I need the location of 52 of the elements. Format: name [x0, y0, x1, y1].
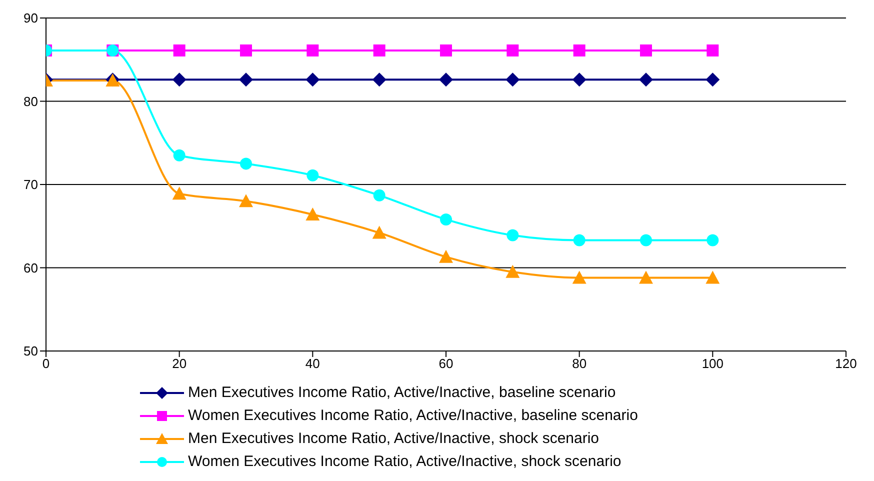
point [373, 44, 386, 56]
legend-label: Men Executives Income Ratio, Active/Inactive, shock scenario [188, 430, 600, 447]
point [639, 72, 653, 87]
point [372, 72, 386, 87]
legend-label: Women Executives Income Ratio, Active/Inactive, baseline scenario [188, 407, 638, 424]
y-tick-label: 50 [24, 344, 38, 359]
point [640, 234, 652, 246]
x-tick-label: 0 [42, 356, 50, 372]
point [706, 44, 719, 56]
x-tick-label: 100 [702, 356, 724, 372]
point [506, 264, 520, 278]
x-tick-label: 20 [172, 356, 187, 372]
y-tick-label: 80 [24, 94, 38, 109]
point [639, 270, 653, 284]
point [373, 189, 386, 202]
x-tick-label: 120 [835, 356, 857, 372]
point [573, 234, 586, 246]
legend-label: Women Executives Income Ratio, Active/Inactive, shock scenario [188, 453, 622, 470]
point [440, 44, 452, 56]
y-tick-label: 70 [24, 177, 38, 192]
point [306, 207, 320, 220]
point [172, 186, 186, 200]
y-tick-label: 60 [24, 260, 38, 276]
point [239, 194, 253, 208]
point [572, 72, 586, 87]
point [239, 72, 253, 87]
x-tick-label: 60 [438, 356, 454, 372]
point [173, 149, 186, 162]
point [506, 229, 519, 242]
point [306, 72, 320, 87]
point [440, 213, 452, 226]
point [506, 44, 519, 56]
y-tick-label: 90 [24, 10, 38, 26]
point [506, 72, 520, 87]
point [706, 234, 719, 246]
point [173, 44, 186, 56]
legend-label: Men Executives Income Ratio, Active/Inactive, baseline scenario [188, 384, 616, 401]
point [172, 72, 186, 87]
x-tick-label: 80 [572, 356, 587, 372]
point [573, 44, 586, 56]
point [439, 72, 453, 87]
point [240, 158, 252, 170]
x-tick-label: 40 [305, 356, 320, 372]
point [306, 169, 319, 182]
point [306, 44, 319, 56]
point [240, 44, 252, 56]
point [640, 44, 652, 56]
point [439, 250, 453, 263]
point [572, 270, 586, 284]
point [706, 270, 720, 284]
point [706, 72, 720, 87]
point [372, 226, 386, 239]
